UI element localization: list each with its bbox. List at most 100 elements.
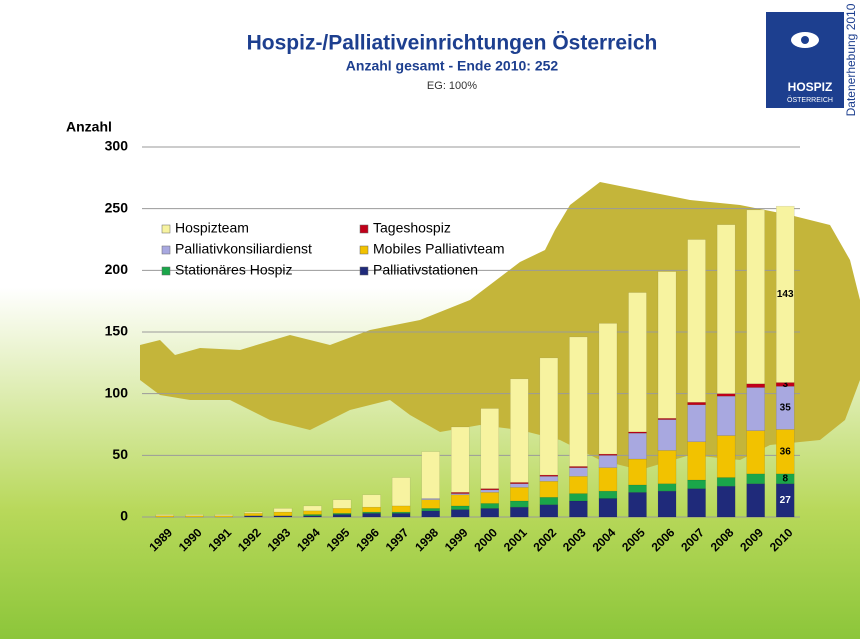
bar-segment	[628, 432, 647, 460]
legend-swatch	[161, 224, 171, 234]
y-tick-label: 250	[105, 199, 129, 215]
bar-segment	[569, 336, 588, 467]
y-tick-label: 150	[105, 323, 129, 339]
bar-segment	[598, 498, 618, 518]
bar-segment	[480, 408, 500, 489]
bar-segment	[775, 473, 795, 484]
bar-segment	[510, 500, 529, 508]
bar-segment	[510, 487, 529, 502]
bar-segment	[391, 505, 411, 513]
bar-segment	[716, 395, 736, 436]
bar-segment	[687, 479, 706, 489]
logo-pupil	[801, 36, 809, 44]
y-tick-label: 0	[120, 508, 128, 524]
y-tick-label: 50	[112, 446, 128, 462]
bar-segment	[185, 514, 204, 517]
y-tick-label: 200	[105, 261, 129, 277]
austria-map	[140, 182, 860, 470]
bar-segment	[539, 504, 559, 518]
y-tick-label: 300	[105, 138, 129, 154]
bar-segment	[421, 451, 440, 499]
bar-segment	[510, 506, 529, 518]
bar-segment	[539, 357, 559, 476]
bar-segment	[687, 239, 706, 403]
bar-segment	[362, 513, 381, 518]
bar-segment	[716, 393, 736, 397]
bar-segment	[687, 404, 706, 443]
bar-segment	[480, 508, 500, 518]
bar-segment	[657, 490, 677, 518]
bar-segment	[657, 450, 677, 484]
bar-segment	[155, 514, 175, 517]
data-label: 143	[777, 289, 794, 300]
bar-segment	[539, 474, 559, 477]
bar-segment	[628, 492, 647, 518]
bar-segment	[450, 509, 470, 518]
bar-segment	[450, 426, 470, 493]
logo	[766, 12, 844, 108]
side-text: Datenerhebung 2010	[844, 3, 858, 116]
bar-segment	[687, 402, 706, 406]
bar-segment	[303, 510, 322, 515]
bar-segment	[746, 483, 765, 518]
bar-segment	[273, 508, 293, 513]
bar-segment	[569, 500, 588, 518]
legend-label: Stationäres Hospiz	[175, 262, 293, 278]
bar-segment	[598, 455, 618, 468]
bar-segment	[421, 499, 440, 509]
subtitle: Anzahl gesamt - Ende 2010: 252	[346, 58, 559, 74]
bar-segment	[657, 419, 677, 451]
legend-label: Mobiles Palliativteam	[373, 241, 505, 257]
data-label: 35	[780, 402, 792, 413]
bar-segment	[244, 513, 263, 517]
data-label: 27	[780, 495, 792, 506]
bar-segment	[421, 510, 440, 518]
bar-segment	[569, 476, 588, 494]
bar-segment	[450, 505, 470, 510]
legend-swatch	[359, 266, 369, 276]
bar-segment	[480, 492, 500, 504]
bar-segment	[569, 493, 588, 502]
bar-segment	[687, 441, 706, 481]
bar-segment	[244, 511, 263, 514]
bar-segment	[746, 387, 765, 431]
legend-label: Palliativstationen	[373, 262, 478, 278]
bar-segment	[657, 483, 677, 492]
legend-label: Palliativkonsiliardienst	[175, 241, 312, 257]
bar-segment	[598, 467, 618, 492]
bar-segment	[687, 488, 706, 518]
bar-segment	[628, 292, 647, 433]
chart-title: Hospiz-/Palliativeinrichtungen Österreic…	[247, 32, 658, 55]
bar-segment	[332, 514, 352, 518]
bar-segment	[598, 323, 618, 455]
bar-segment	[362, 494, 381, 508]
legend-label: Tageshospiz	[373, 220, 451, 236]
bar-segment	[510, 378, 529, 483]
legend-swatch	[359, 224, 369, 234]
bar-segment	[450, 494, 470, 507]
bar-segment	[628, 484, 647, 493]
bar-segment	[657, 271, 677, 419]
bar-segment	[746, 383, 765, 388]
bar-segment	[775, 205, 795, 383]
data-label: 36	[780, 446, 792, 457]
bar-segment	[539, 476, 559, 482]
bar-segment	[716, 477, 736, 487]
bar-segment	[391, 477, 411, 507]
data-label: 3	[782, 379, 788, 390]
y-axis-label: Anzahl	[66, 119, 112, 135]
bar-segment	[539, 480, 559, 498]
bar-segment	[480, 489, 500, 493]
bar-segment	[303, 505, 322, 512]
bar-segment	[716, 224, 736, 394]
data-label: 8	[782, 473, 788, 484]
bar-segment	[569, 467, 588, 477]
bar-segment	[214, 514, 234, 517]
bar-segment	[746, 473, 765, 484]
logo-text: HOSPIZ	[788, 80, 833, 94]
bar-segment	[598, 490, 618, 499]
bar-segment	[716, 485, 736, 518]
legend-swatch	[359, 245, 369, 255]
bar-segment	[716, 435, 736, 478]
